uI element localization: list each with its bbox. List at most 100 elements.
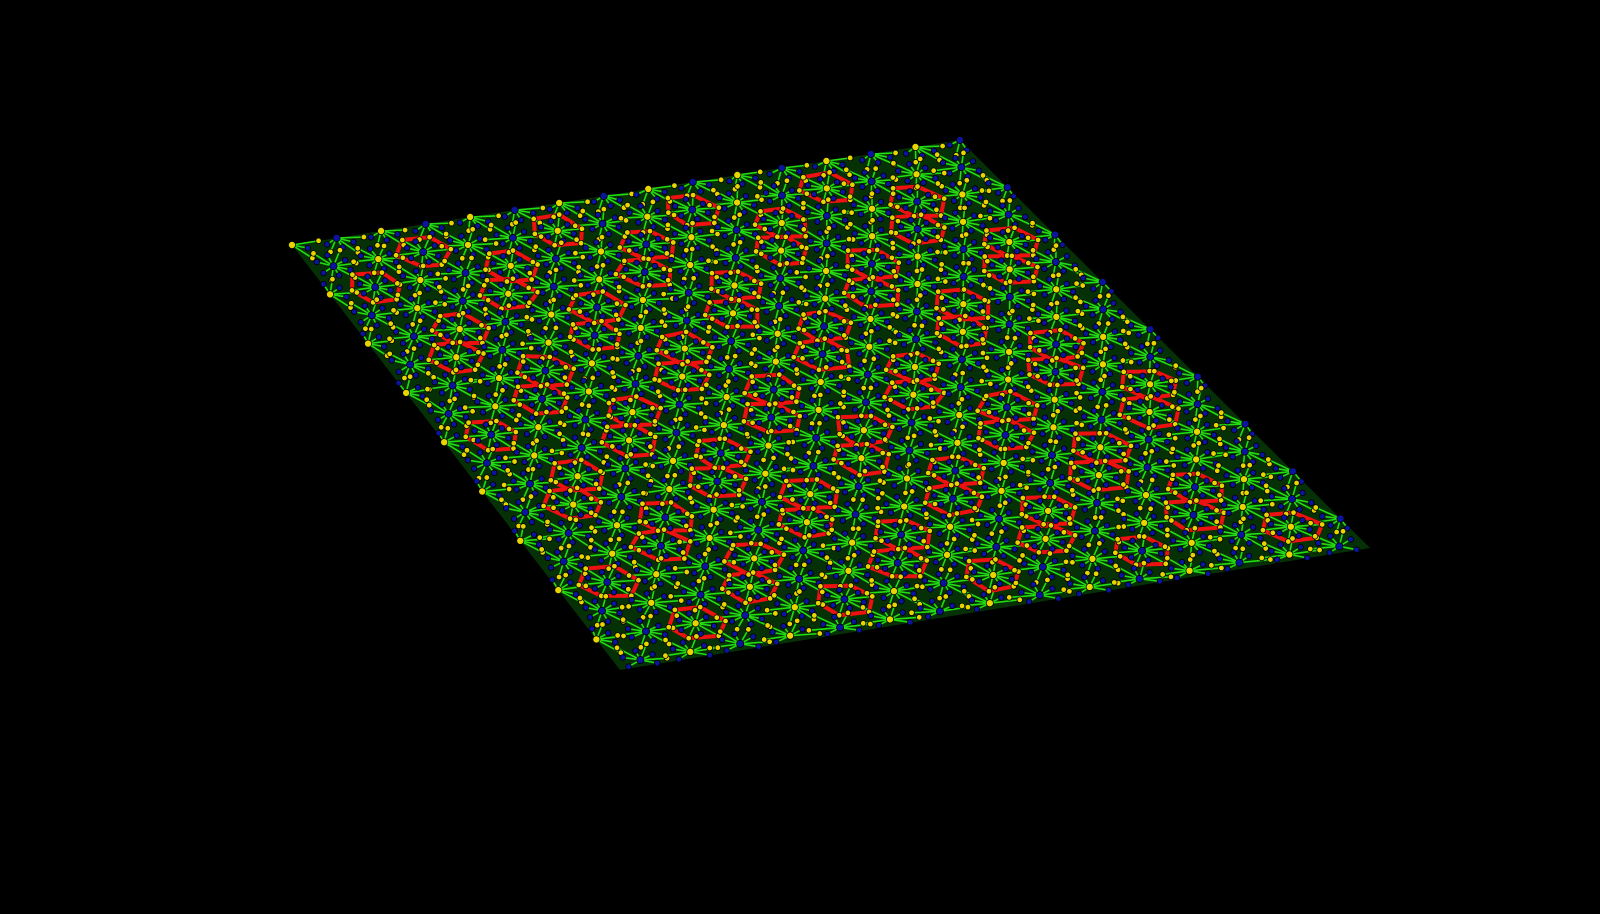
atom <box>474 437 482 444</box>
spoke-bond <box>796 270 827 274</box>
atom <box>529 258 537 266</box>
spoke-bond <box>336 236 364 239</box>
atom <box>587 426 595 433</box>
atom <box>836 382 843 389</box>
spoke-bond <box>1210 533 1242 539</box>
spoke-bond <box>1028 261 1056 264</box>
atom <box>866 149 875 158</box>
atom <box>590 439 598 446</box>
atom <box>374 255 383 264</box>
atom <box>527 334 534 342</box>
atom <box>336 247 344 254</box>
spoke-bond <box>720 450 751 455</box>
atom <box>598 317 605 325</box>
atom <box>721 232 729 240</box>
atom <box>470 465 478 472</box>
spoke-bond <box>871 235 894 249</box>
spoke-bond <box>933 166 962 172</box>
atom <box>998 338 1005 345</box>
atom <box>524 443 532 450</box>
atom <box>959 245 968 254</box>
atom <box>560 276 568 283</box>
atom <box>380 242 388 250</box>
spoke-bond <box>591 362 615 378</box>
atom <box>533 437 540 444</box>
atom <box>628 408 637 417</box>
atom <box>348 287 356 294</box>
atom <box>829 250 836 257</box>
spoke-bond <box>700 594 724 608</box>
atom <box>522 294 529 301</box>
atom <box>827 332 835 339</box>
atom <box>690 367 697 374</box>
spoke-bond <box>568 530 596 534</box>
atom <box>716 194 723 202</box>
atom <box>722 259 729 267</box>
atom <box>537 382 545 390</box>
spoke-bond <box>820 381 845 397</box>
spoke-bond <box>508 291 538 295</box>
atom <box>913 296 921 303</box>
atom <box>777 191 786 200</box>
atom <box>874 325 881 332</box>
atom <box>1009 307 1016 315</box>
atom <box>478 322 485 329</box>
spoke-bond <box>632 411 656 426</box>
spoke-bond <box>847 262 873 268</box>
spoke-bond <box>690 261 716 266</box>
atom <box>844 247 852 254</box>
atom <box>938 294 945 301</box>
atom <box>782 312 790 319</box>
spoke-bond <box>871 261 899 265</box>
spoke-bond <box>806 518 833 524</box>
atom <box>610 396 617 404</box>
atom <box>1117 336 1124 343</box>
spoke-bond <box>703 340 732 344</box>
spoke-bond <box>754 348 777 363</box>
atom <box>600 326 608 333</box>
atom <box>625 330 633 337</box>
atom <box>349 271 356 278</box>
atom <box>717 176 725 184</box>
atom <box>436 351 444 358</box>
spoke-bond <box>612 371 636 385</box>
atom <box>766 225 774 233</box>
spoke-bond <box>502 347 532 351</box>
spoke-bond <box>917 280 946 285</box>
atom <box>366 262 373 269</box>
atom <box>532 243 539 250</box>
atom <box>678 212 685 219</box>
spoke-bond <box>423 248 451 253</box>
spoke-bond <box>575 250 602 254</box>
atom <box>749 257 756 264</box>
atom <box>714 223 721 231</box>
atom <box>552 266 560 274</box>
atom <box>1045 305 1052 312</box>
atom <box>380 343 388 350</box>
atom <box>931 256 939 264</box>
atom <box>939 142 946 150</box>
atom <box>793 366 800 373</box>
atom <box>572 292 580 299</box>
atom <box>571 434 579 441</box>
atom <box>655 299 663 307</box>
atom <box>895 287 902 294</box>
atom <box>667 285 674 293</box>
atom <box>796 339 803 347</box>
spoke-bond <box>381 229 406 232</box>
spoke-bond <box>650 431 677 435</box>
spoke-bond <box>1262 525 1291 531</box>
spoke-bond <box>765 469 794 475</box>
atom <box>774 233 781 241</box>
atom <box>1035 227 1042 235</box>
atom <box>690 299 698 307</box>
spoke-bond <box>668 208 693 214</box>
atom <box>902 285 910 293</box>
spoke-bond <box>377 258 400 273</box>
atom <box>770 264 777 271</box>
spoke-bond <box>881 492 905 508</box>
atom <box>749 331 756 339</box>
atom <box>482 305 489 313</box>
spoke-bond <box>444 260 466 274</box>
